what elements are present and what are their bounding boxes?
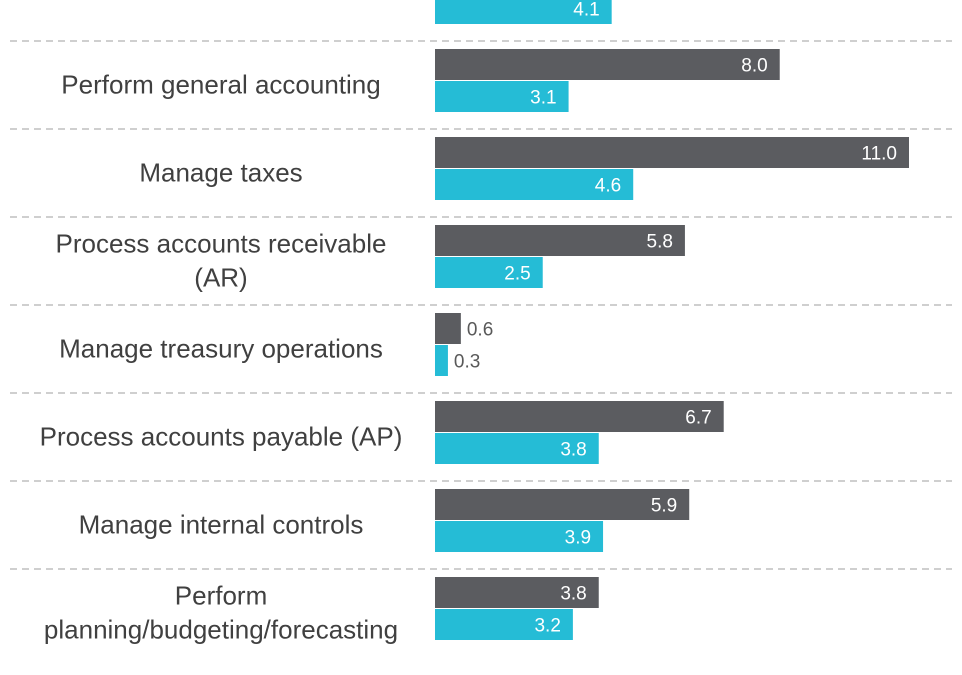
bar-dark: [435, 49, 780, 80]
bar-value-label: 4.6: [595, 176, 621, 197]
bar-dark: [435, 225, 685, 256]
category-label: Manage taxes: [139, 158, 302, 188]
bar-value-label: 3.9: [565, 528, 591, 549]
bar-value-label: 3.8: [560, 440, 586, 461]
bar-value-label: 5.8: [647, 232, 673, 253]
bar-value-label: 6.7: [685, 408, 711, 429]
bar-value-label: 4.1: [573, 0, 599, 21]
category-label: Perform general accounting: [61, 70, 380, 100]
bar-dark: [435, 577, 599, 608]
bar-cyan: [435, 0, 612, 24]
bar-value-label: 0.6: [467, 320, 493, 341]
category-label: Process accounts payable (AP): [40, 422, 403, 452]
bar-value-label: 5.9: [651, 496, 677, 517]
category-label: Manage treasury operations: [59, 334, 383, 364]
bar-value-label: 2.5: [504, 264, 530, 285]
category-label: Process accounts receivable (AR): [56, 229, 387, 293]
category-label: Manage internal controls: [79, 510, 364, 540]
bar-dark: [435, 489, 690, 520]
category-labels: Perform general accounting Manage taxes Pr…: [40, 70, 403, 645]
bar-cyan: [435, 345, 448, 376]
bar-cyan: [435, 609, 573, 640]
separator-lines: [10, 40, 952, 570]
bar-dark: [435, 313, 461, 344]
bar-value-label: 11.0: [861, 144, 897, 165]
bar-value-label: 3.1: [530, 88, 556, 109]
value-labels: 4.1 8.0 3.1 11.0 4.6 5.8 2.5 0.6 0.3 6.7 3.8 5.9 3.9…: [454, 0, 897, 637]
category-label: Perform planning/budgeting/forecasting: [44, 581, 398, 645]
bar-cyan: [435, 169, 634, 200]
bar-value-label: 3.2: [534, 616, 560, 637]
bar-value-label: 8.0: [741, 56, 767, 77]
bar-value-label: 0.3: [454, 352, 480, 373]
bars: [435, 0, 909, 640]
bar-cyan: [435, 433, 599, 464]
bar-value-label: 3.8: [560, 584, 586, 605]
bar-cyan: [435, 257, 543, 288]
bar-cyan: [435, 81, 569, 112]
bar-dark: [435, 401, 724, 432]
bar-cyan: [435, 521, 604, 552]
bar-dark: [435, 137, 909, 168]
